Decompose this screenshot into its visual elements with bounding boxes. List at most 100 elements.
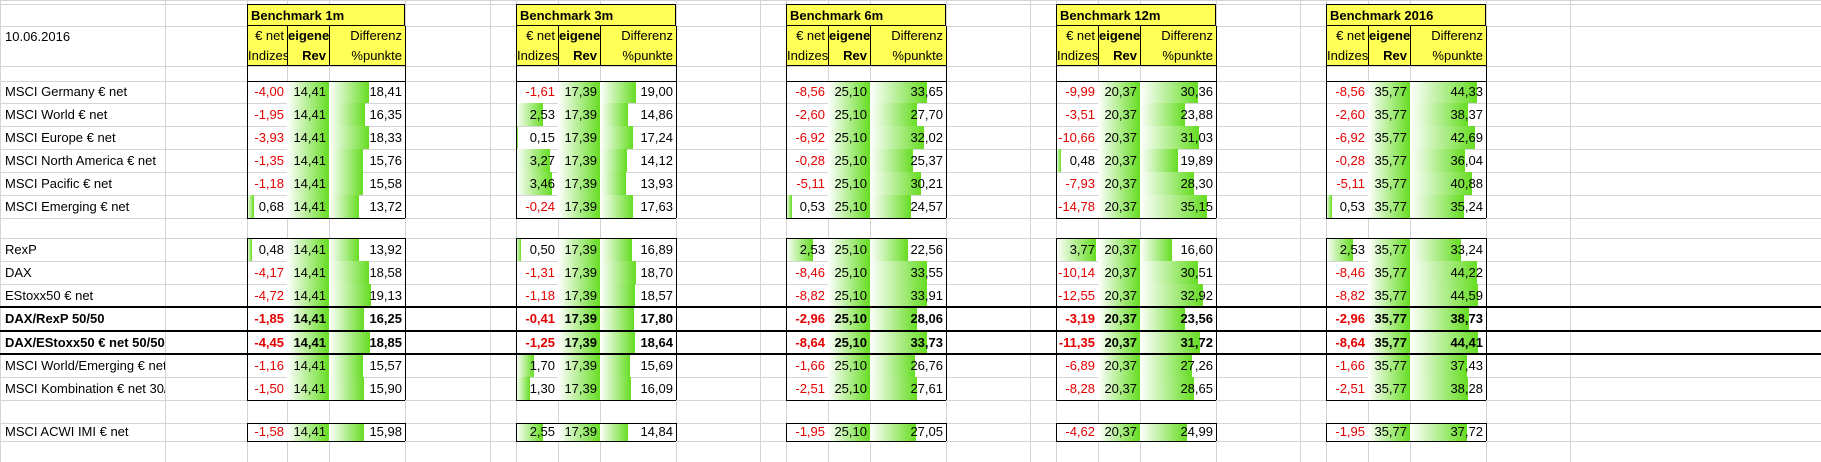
row-label[interactable]: MSCI Germany € net [5,84,128,99]
column-header[interactable]: eigene Rev Bonus [1098,26,1140,66]
value-cell[interactable]: -4,72 [254,288,284,303]
value-cell[interactable]: 33,65 [870,81,946,103]
row-label[interactable]: MSCI North America € net [5,153,156,168]
value-cell[interactable]: -8,64 [795,335,825,350]
value-cell[interactable]: 20,37 [1098,331,1140,354]
value-cell[interactable]: 0,15 [516,126,558,149]
value-cell[interactable]: 17,39 [558,195,600,218]
value-cell[interactable]: 25,10 [828,172,870,195]
value-cell[interactable]: 27,70 [870,103,946,126]
value-cell[interactable]: 25,10 [828,149,870,172]
row-label[interactable]: MSCI Pacific € net [5,176,112,191]
value-cell[interactable]: 3,46 [516,172,558,195]
value-cell[interactable]: 14,41 [287,423,329,441]
value-cell[interactable]: -6,92 [795,130,825,145]
value-cell[interactable]: 33,73 [870,331,946,354]
value-cell[interactable]: 17,39 [558,238,600,261]
value-cell[interactable]: 14,41 [287,307,329,331]
value-cell[interactable]: 17,24 [600,126,676,149]
value-cell[interactable]: 44,59 [1410,284,1486,307]
value-cell[interactable]: 2,53 [1326,238,1368,261]
value-cell[interactable]: 14,86 [600,103,676,126]
column-header[interactable]: eigene Rev Bonus [828,26,870,66]
value-cell[interactable]: -0,41 [525,311,555,326]
value-cell[interactable]: 15,90 [329,377,405,400]
value-cell[interactable]: -1,66 [795,358,825,373]
value-cell[interactable]: 19,00 [600,81,676,103]
value-cell[interactable]: 20,37 [1098,126,1140,149]
value-cell[interactable]: -5,11 [796,176,825,191]
value-cell[interactable]: -2,96 [1335,311,1365,326]
value-cell[interactable]: 35,77 [1368,423,1410,441]
value-cell[interactable]: 18,33 [329,126,405,149]
value-cell[interactable]: 25,10 [828,354,870,377]
value-cell[interactable]: 35,77 [1368,81,1410,103]
value-cell[interactable]: 16,25 [329,307,405,331]
value-cell[interactable]: -4,17 [254,265,284,280]
benchmark-header[interactable]: Benchmark 1m [247,4,405,26]
value-cell[interactable]: 25,10 [828,261,870,284]
value-cell[interactable]: 0,53 [786,195,828,218]
value-cell[interactable]: 27,61 [870,377,946,400]
value-cell[interactable]: 17,39 [558,81,600,103]
value-cell[interactable]: -1,18 [254,176,284,191]
value-cell[interactable]: 38,37 [1410,103,1486,126]
value-cell[interactable]: 38,28 [1410,377,1486,400]
value-cell[interactable]: 35,77 [1368,238,1410,261]
value-cell[interactable]: 28,30 [1140,172,1216,195]
value-cell[interactable]: -1,35 [254,153,284,168]
value-cell[interactable]: 35,77 [1368,307,1410,331]
value-cell[interactable]: 13,93 [600,172,676,195]
value-cell[interactable]: 35,77 [1368,354,1410,377]
value-cell[interactable]: -1,16 [254,358,284,373]
column-header[interactable]: Differenz %punkte [1410,26,1487,66]
row-label[interactable]: DAX/EStoxx50 € net 50/50 [5,335,165,350]
value-cell[interactable]: -14,78 [1058,199,1095,214]
value-cell[interactable]: 40,88 [1410,172,1486,195]
value-cell[interactable]: -7,93 [1065,176,1095,191]
value-cell[interactable]: -1,95 [254,107,284,122]
value-cell[interactable]: 16,60 [1140,238,1216,261]
value-cell[interactable]: 20,37 [1098,103,1140,126]
value-cell[interactable]: 18,41 [329,81,405,103]
value-cell[interactable]: 17,39 [558,284,600,307]
value-cell[interactable]: 2,53 [786,238,828,261]
value-cell[interactable]: 16,09 [600,377,676,400]
value-cell[interactable]: 15,76 [329,149,405,172]
value-cell[interactable]: 17,39 [558,423,600,441]
value-cell[interactable]: -1,66 [1335,358,1365,373]
value-cell[interactable]: -0,24 [525,199,555,214]
value-cell[interactable]: -8,46 [1335,265,1365,280]
value-cell[interactable]: 1,70 [516,354,558,377]
value-cell[interactable]: 14,41 [287,377,329,400]
value-cell[interactable]: 18,85 [329,331,405,354]
value-cell[interactable]: 2,53 [516,103,558,126]
benchmark-header[interactable]: Benchmark 2016 [1326,4,1486,26]
value-cell[interactable]: 1,30 [516,377,558,400]
value-cell[interactable]: 27,05 [870,423,946,441]
value-cell[interactable]: 3,77 [1056,238,1098,261]
value-cell[interactable]: 15,58 [329,172,405,195]
column-header[interactable]: € net Indizes [1326,26,1368,66]
value-cell[interactable]: 25,10 [828,81,870,103]
value-cell[interactable]: 25,10 [828,284,870,307]
value-cell[interactable]: -1,95 [795,424,825,439]
value-cell[interactable]: 14,12 [600,149,676,172]
value-cell[interactable]: 15,98 [329,423,405,441]
column-header[interactable]: eigene Rev Bonus [558,26,600,66]
benchmark-header[interactable]: Benchmark 3m [516,4,676,26]
value-cell[interactable]: 35,77 [1368,103,1410,126]
column-header[interactable]: Differenz %punkte [870,26,947,66]
value-cell[interactable]: 14,41 [287,261,329,284]
value-cell[interactable]: -10,14 [1058,265,1095,280]
value-cell[interactable]: 35,77 [1368,261,1410,284]
value-cell[interactable]: -6,89 [1065,358,1095,373]
value-cell[interactable]: -8,64 [1335,335,1365,350]
value-cell[interactable]: -2,60 [1335,107,1365,122]
column-header[interactable]: eigene Rev Bonus [1368,26,1410,66]
value-cell[interactable]: 14,41 [287,354,329,377]
benchmark-header[interactable]: Benchmark 12m [1056,4,1216,26]
value-cell[interactable]: 36,04 [1410,149,1486,172]
value-cell[interactable]: 31,03 [1140,126,1216,149]
value-cell[interactable]: 14,41 [287,284,329,307]
